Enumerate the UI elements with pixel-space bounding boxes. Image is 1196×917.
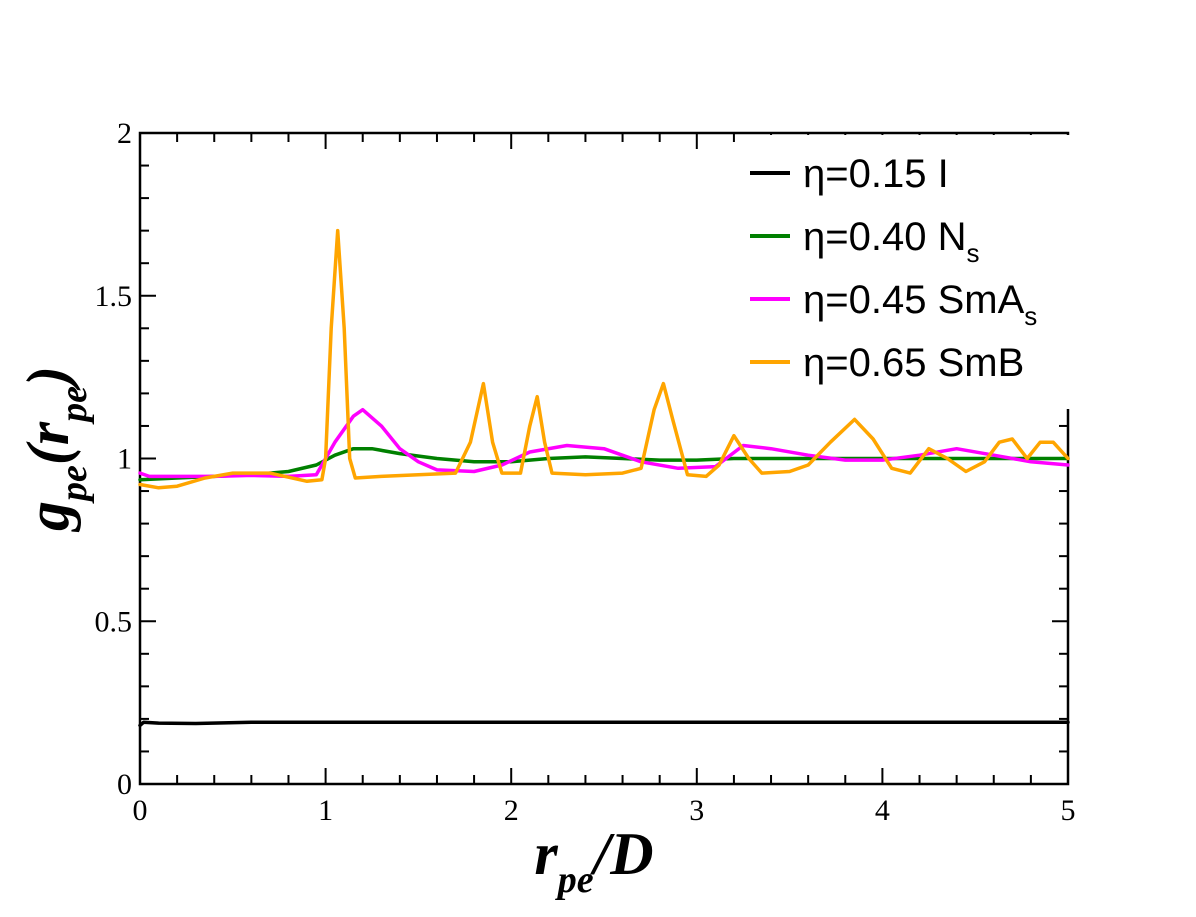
series-line-3 (138, 407, 1070, 479)
legend-label-4: η=0.65 SmB (803, 341, 1024, 385)
x-axis-title-suffix: /D (590, 821, 654, 887)
legend-label-2: η=0.40 Ns (803, 215, 979, 268)
x-tick-label: 0 (133, 794, 148, 827)
series-line-1 (138, 720, 1070, 728)
legend-label-main: η=0.40 N (803, 215, 966, 259)
y-tick-label: 1.5 (95, 280, 133, 313)
legend-label-main: η=0.65 SmB (803, 341, 1024, 385)
x-tick-label: 5 (1061, 794, 1076, 827)
x-axis-title: rpe/D (534, 821, 653, 901)
y-axis-title: gpe(rpe) (15, 366, 95, 533)
legend-background (745, 135, 1110, 409)
y-axis-title-sub: pe (53, 465, 95, 504)
legend-label-3: η=0.45 SmAs (803, 278, 1037, 331)
x-axis-title-main: r (534, 821, 558, 887)
x-tick-label: 4 (875, 794, 890, 827)
legend-label-1: η=0.15 I (803, 152, 949, 196)
y-axis-title-arg: r (15, 421, 81, 445)
legend-label-main: η=0.45 SmA (803, 278, 1025, 322)
y-tick-label: 2 (117, 117, 132, 150)
y-axis-title-main: g (15, 501, 81, 533)
y-tick-label: 0.5 (95, 605, 133, 638)
y-tick-label: 1 (117, 443, 132, 476)
x-tick-labels: 0 1 2 3 4 5 (133, 794, 1076, 827)
y-tick-label: 0 (117, 768, 132, 801)
y-axis-title-close: ) (15, 366, 81, 391)
x-tick-label: 1 (318, 794, 333, 827)
series-line-4 (138, 228, 1070, 490)
y-tick-labels: 0 0.5 1 1.5 2 (95, 117, 133, 801)
legend-label-sub: s (1024, 301, 1037, 331)
series-line-2 (138, 446, 1070, 482)
y-axis-title-arg-sub: pe (53, 386, 95, 425)
series-lines (138, 228, 1070, 728)
x-axis-title-sub: pe (555, 859, 594, 901)
legend-label-sub: s (966, 238, 979, 268)
x-tick-label: 2 (504, 794, 519, 827)
x-tick-label: 3 (689, 794, 704, 827)
legend-label-main: η=0.15 I (803, 152, 949, 196)
